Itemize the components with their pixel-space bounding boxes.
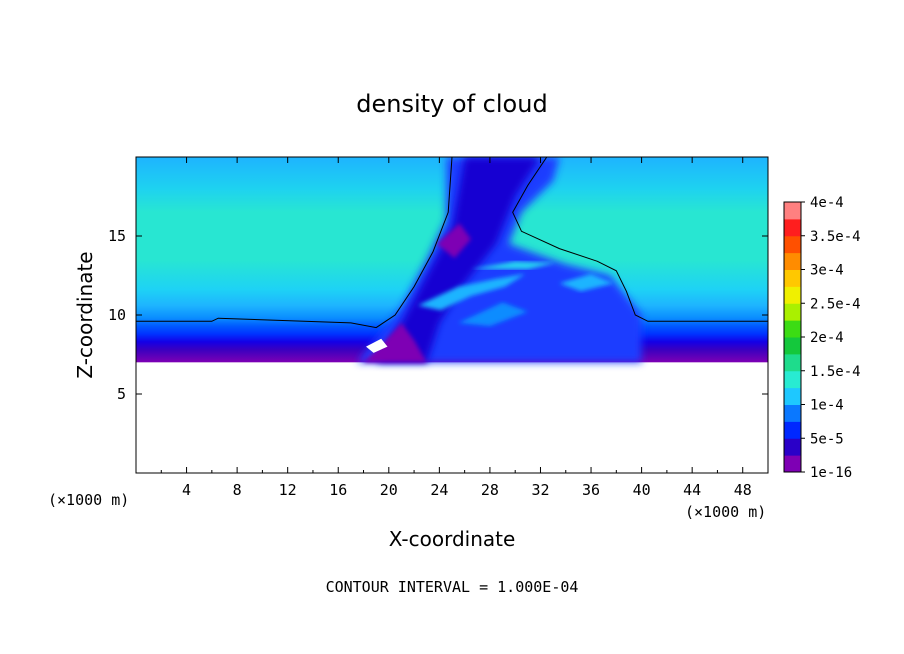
x-tick-label: 20 xyxy=(380,481,398,499)
lightblue-tongue-2 xyxy=(471,261,556,270)
colorbar-segment xyxy=(784,404,801,422)
x-axis-ticks: 4 8 12 16 20 24 28 32 36 40 44 48 xyxy=(160,157,752,499)
colorbar: 1e-16 5e-5 1e-4 1.5e-4 2e-4 2.5e-4 3e-4 3.5e-4 4… xyxy=(783,195,861,481)
x-tick-label: 32 xyxy=(531,481,549,499)
colorbar-label: 5e-5 xyxy=(810,431,844,447)
colorbar-segment xyxy=(784,202,801,220)
x-tick-label: 40 xyxy=(633,481,651,499)
x-tick-label: 8 xyxy=(233,481,242,499)
colorbar-label: 3e-4 xyxy=(810,263,844,279)
lightblue-tongue-1 xyxy=(417,273,526,311)
plot-area xyxy=(136,157,768,473)
x-tick-label: 4 xyxy=(182,481,191,499)
chart-title: density of cloud xyxy=(356,90,547,118)
colorbar-label: 2e-4 xyxy=(810,330,844,346)
y-tick-label: 5 xyxy=(117,385,126,403)
colorbar-label: 1e-4 xyxy=(810,398,844,414)
x-unit-label-right: (×1000 m) xyxy=(685,503,766,521)
colorbar-segment xyxy=(784,303,801,321)
colorbar-segment xyxy=(784,286,801,304)
contour-line xyxy=(136,157,768,329)
y-tick-label: 10 xyxy=(108,306,126,324)
colorbar-segment xyxy=(784,370,801,389)
colorbar-label: 1.5e-4 xyxy=(810,364,861,380)
x-tick-label: 28 xyxy=(481,481,499,499)
colorbar-segment xyxy=(784,353,801,372)
white-patch xyxy=(366,338,388,353)
x-tick-label: 12 xyxy=(279,481,297,499)
plume-base-purple xyxy=(363,322,427,363)
colorbar-label: 2.5e-4 xyxy=(810,296,861,312)
colorbar-segment xyxy=(784,337,801,355)
plume-core xyxy=(376,157,541,363)
y-axis-label: Z-coordinate xyxy=(73,251,97,378)
colorbar-segment xyxy=(784,421,801,439)
x-unit-label-left: (×1000 m) xyxy=(48,491,129,509)
y-tick-label: 15 xyxy=(108,227,126,245)
contour-interval-note: CONTOUR INTERVAL = 1.000E-04 xyxy=(326,578,579,596)
x-tick-label: 24 xyxy=(430,481,448,499)
colorbar-segment xyxy=(784,252,801,271)
colorbar-label: 1e-16 xyxy=(810,465,852,481)
colorbar-segment xyxy=(784,235,801,254)
x-axis-label: X-coordinate xyxy=(389,527,516,551)
plume-midblue xyxy=(458,302,528,327)
x-tick-label: 44 xyxy=(683,481,701,499)
convective-plume xyxy=(357,157,642,363)
plume-top-purple xyxy=(436,223,471,259)
colorbar-segment xyxy=(784,320,801,338)
x-tick-label: 16 xyxy=(329,481,347,499)
colorbar-segment xyxy=(784,455,801,473)
x-tick-label: 48 xyxy=(734,481,752,499)
colorbar-segment xyxy=(784,218,801,237)
cloud-free-region xyxy=(136,362,768,473)
colorbar-label: 3.5e-4 xyxy=(810,229,861,245)
y-axis-ticks: 5 10 15 xyxy=(108,227,768,403)
colorbar-segment xyxy=(784,387,801,406)
colorbar-label: 4e-4 xyxy=(810,195,844,211)
x-tick-label: 36 xyxy=(582,481,600,499)
colorbar-segment xyxy=(784,438,801,456)
colorbar-segment xyxy=(784,269,801,287)
lightblue-patch xyxy=(559,273,614,292)
